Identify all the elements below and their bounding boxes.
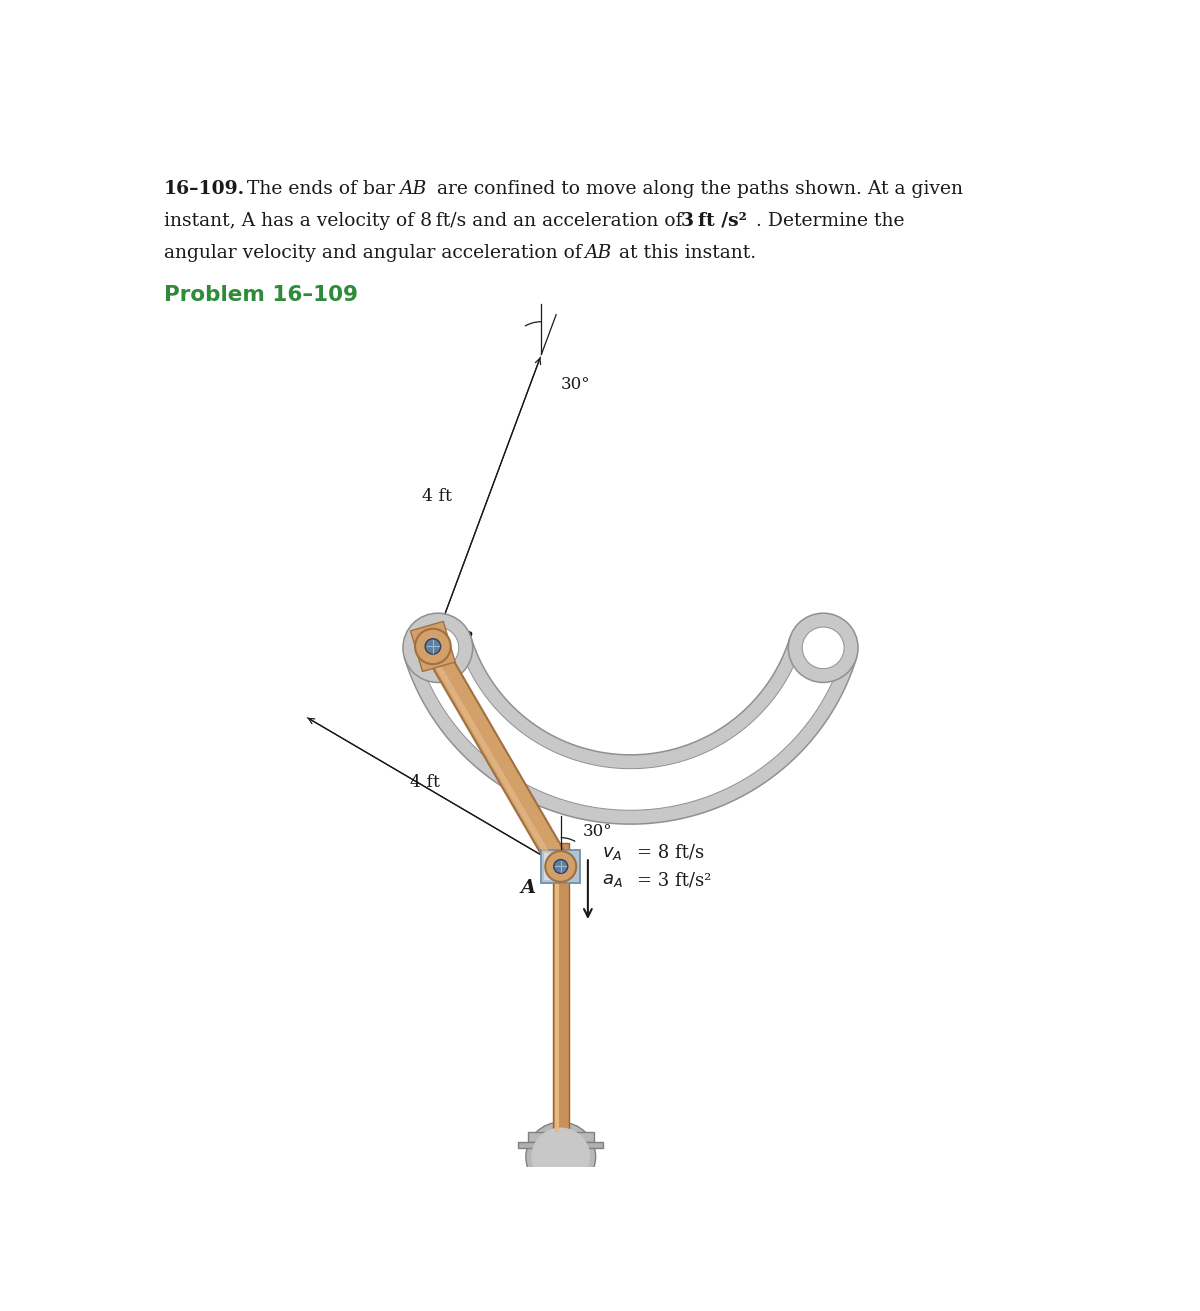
Circle shape [415, 629, 451, 665]
Circle shape [416, 627, 458, 669]
Text: AB: AB [400, 180, 427, 198]
Text: 30°: 30° [582, 823, 612, 840]
Polygon shape [410, 621, 455, 671]
Text: 30°: 30° [560, 376, 590, 393]
Circle shape [788, 614, 858, 683]
Text: instant, A has a velocity of 8 ft/s and an acceleration of: instant, A has a velocity of 8 ft/s and … [164, 212, 689, 229]
Polygon shape [419, 645, 842, 810]
Text: The ends of bar: The ends of bar [247, 180, 401, 198]
Circle shape [532, 1127, 590, 1186]
Text: are confined to move along the paths shown. At a given: are confined to move along the paths sho… [431, 180, 962, 198]
Bar [541, 851, 580, 882]
Bar [554, 843, 559, 1133]
Text: 4 ft: 4 ft [422, 488, 451, 505]
Bar [528, 1133, 594, 1142]
Text: 3 ft /s²: 3 ft /s² [680, 212, 746, 229]
Text: 16–109.: 16–109. [164, 180, 245, 198]
Circle shape [545, 851, 576, 882]
Polygon shape [404, 637, 857, 825]
Text: 4 ft: 4 ft [410, 773, 440, 791]
Circle shape [425, 638, 440, 654]
Text: B: B [456, 632, 473, 649]
Text: at this instant.: at this instant. [613, 244, 756, 262]
Text: Problem 16–109: Problem 16–109 [164, 284, 358, 305]
Circle shape [553, 860, 568, 873]
Bar [518, 1142, 604, 1147]
Circle shape [526, 1122, 595, 1192]
Circle shape [803, 627, 844, 669]
Text: $a_A$: $a_A$ [602, 872, 623, 889]
Text: = 8 ft/s: = 8 ft/s [637, 844, 704, 861]
Text: angular velocity and angular acceleration of: angular velocity and angular acceleratio… [164, 244, 588, 262]
Text: A: A [521, 880, 535, 897]
Bar [544, 852, 556, 881]
Bar [553, 843, 569, 1133]
Text: = 3 ft/s²: = 3 ft/s² [637, 872, 712, 889]
Circle shape [403, 614, 473, 683]
Text: AB: AB [584, 244, 611, 262]
Text: . Determine the: . Determine the [756, 212, 905, 229]
Text: $v_A$: $v_A$ [602, 844, 623, 861]
